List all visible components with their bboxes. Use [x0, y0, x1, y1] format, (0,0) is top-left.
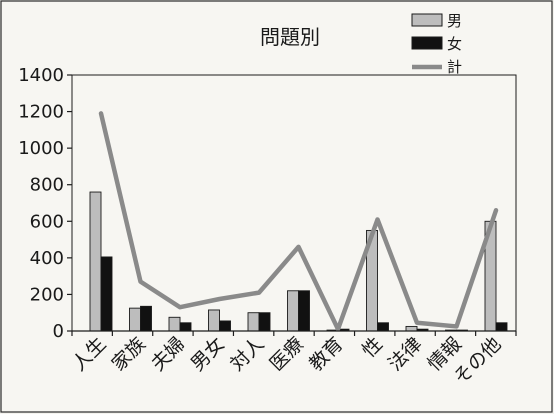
bar-男: [129, 307, 141, 332]
y-tick-label: 1200: [18, 102, 64, 123]
legend-label: 男: [447, 12, 462, 30]
bar-女: [298, 290, 310, 332]
chart-title: 問題別: [260, 25, 320, 49]
bar-女: [495, 322, 508, 332]
plot-area: [71, 74, 517, 332]
bar-男: [405, 325, 418, 332]
bar-女: [219, 320, 231, 332]
bar-男: [247, 312, 260, 332]
legend-label: 女: [447, 35, 462, 53]
y-tick-label: 400: [30, 248, 64, 269]
bar-男: [89, 191, 102, 332]
y-tick-label: 0: [53, 321, 64, 342]
y-tick-label: 800: [30, 175, 64, 196]
y-axis: 0 200 400 600 800 1000 1200 1400: [18, 65, 72, 342]
y-tick-label: 1000: [18, 138, 64, 159]
legend-swatch: [411, 36, 443, 50]
bar-男: [208, 309, 220, 332]
total-line: [98, 111, 499, 332]
bar-女: [140, 305, 152, 332]
bar-女: [179, 322, 192, 332]
bar-女: [377, 322, 389, 332]
legend-swatch: [411, 13, 443, 27]
y-tick-label: 200: [30, 284, 64, 305]
y-tick-label: 600: [30, 211, 64, 232]
bar-女: [258, 312, 271, 332]
bar-女: [100, 256, 113, 332]
bar-男: [168, 316, 181, 332]
legend-label: 計: [447, 58, 462, 76]
bar-男: [287, 290, 299, 332]
y-tick-label: 1400: [18, 65, 64, 86]
legend: 男女計: [411, 12, 462, 76]
